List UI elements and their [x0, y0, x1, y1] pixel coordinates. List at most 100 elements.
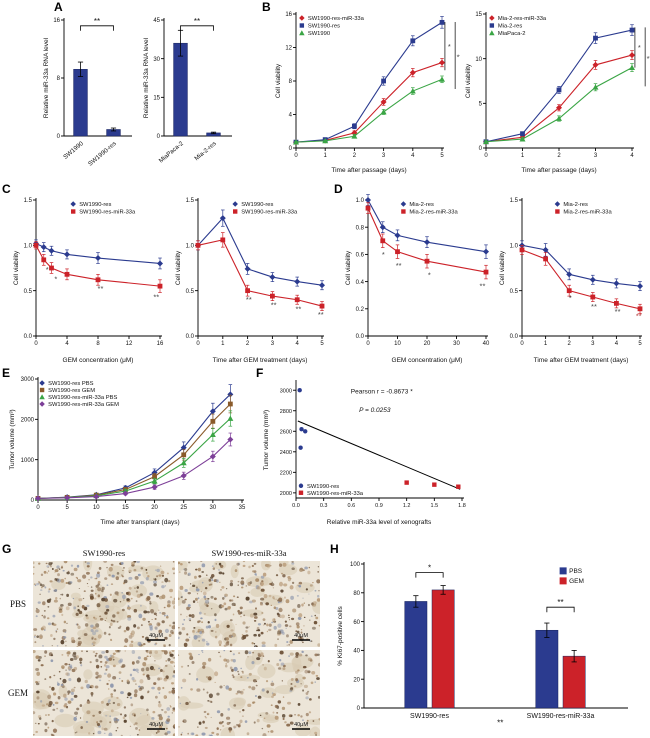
- svg-text:SW1990-res: SW1990-res: [410, 713, 449, 720]
- ihc-image-pbs-sw1990res: 40μM: [33, 561, 175, 647]
- chart-h-ki67-bars: 0 20 40 60 80 100 % Ki67-positive cells SW1990-…: [334, 550, 634, 737]
- svg-text:**: **: [396, 261, 402, 270]
- svg-text:1.5: 1.5: [431, 503, 439, 509]
- svg-text:0: 0: [484, 153, 488, 159]
- svg-text:8: 8: [289, 79, 293, 85]
- svg-text:5: 5: [638, 341, 642, 347]
- svg-text:0.9: 0.9: [375, 503, 383, 509]
- svg-text:SW1990-res: SW1990-res: [79, 202, 111, 208]
- svg-text:12: 12: [285, 46, 292, 52]
- svg-text:5: 5: [320, 341, 324, 347]
- chart-d-right-line: 0.0 0.5 1.0 1.5 Cell viability Time after GEM…: [496, 194, 648, 369]
- svg-text:4: 4: [65, 341, 69, 347]
- panel-label-g: G: [2, 542, 12, 556]
- svg-text:2600: 2600: [280, 429, 292, 435]
- svg-text:**: **: [615, 307, 621, 316]
- svg-text:**: **: [94, 17, 100, 26]
- svg-text:**: **: [591, 302, 597, 311]
- svg-text:3: 3: [594, 153, 598, 159]
- svg-text:GEM concentration (μM): GEM concentration (μM): [392, 357, 463, 364]
- svg-text:0.5: 0.5: [186, 289, 195, 295]
- svg-text:P = 0.0253: P = 0.0253: [359, 407, 391, 414]
- svg-text:2: 2: [353, 153, 357, 159]
- svg-text:PBS: PBS: [569, 568, 583, 575]
- svg-text:GEM concentration (μM): GEM concentration (μM): [63, 357, 134, 364]
- svg-text:0.6: 0.6: [348, 503, 356, 509]
- svg-text:16: 16: [53, 18, 60, 24]
- svg-text:1.5: 1.5: [510, 198, 519, 204]
- svg-text:4: 4: [289, 113, 293, 119]
- svg-text:0: 0: [36, 505, 40, 511]
- svg-text:SW1990-res: SW1990-res: [241, 202, 273, 208]
- svg-text:35: 35: [239, 505, 246, 511]
- svg-text:Cell viability: Cell viability: [345, 250, 352, 285]
- svg-text:0.3: 0.3: [320, 503, 328, 509]
- svg-text:1: 1: [221, 341, 225, 347]
- svg-text:0.0: 0.0: [356, 334, 365, 340]
- svg-text:1000: 1000: [21, 458, 35, 464]
- g-row-label-pbs: PBS: [9, 599, 26, 609]
- svg-text:**: **: [246, 295, 252, 304]
- svg-text:*: *: [638, 43, 641, 52]
- svg-text:Mia-2-res-miR-33a: Mia-2-res-miR-33a: [563, 210, 612, 216]
- svg-text:20: 20: [353, 677, 360, 683]
- svg-text:Mia-2-res-miR-33a: Mia-2-res-miR-33a: [498, 16, 547, 22]
- svg-text:1.0: 1.0: [510, 244, 519, 250]
- svg-text:30: 30: [210, 505, 217, 511]
- svg-text:12: 12: [126, 341, 133, 347]
- svg-text:0.8: 0.8: [356, 225, 365, 231]
- svg-text:**: **: [497, 718, 503, 727]
- chart-c-left-line: 0.0 0.5 1.0 1.5 Cell viability GEM concentrat…: [10, 194, 168, 369]
- chart-b-left-line: 0 4 8 12 16 Cell viability Time after passage …: [272, 8, 463, 179]
- svg-text:2: 2: [568, 341, 572, 347]
- svg-text:Time after transplant (days): Time after transplant (days): [100, 519, 179, 526]
- svg-text:3: 3: [591, 341, 595, 347]
- svg-text:100: 100: [350, 562, 361, 568]
- svg-text:2: 2: [246, 341, 250, 347]
- svg-text:2000: 2000: [280, 491, 292, 497]
- svg-text:15: 15: [122, 505, 129, 511]
- svg-text:Mia-2-res: Mia-2-res: [563, 202, 588, 208]
- svg-text:Mia-2-res: Mia-2-res: [498, 24, 523, 30]
- svg-text:SW1990-res: SW1990-res: [308, 24, 340, 30]
- svg-text:0: 0: [289, 146, 293, 152]
- panel-label-h: H: [330, 542, 339, 556]
- svg-text:**: **: [557, 598, 563, 607]
- svg-text:0.4: 0.4: [356, 280, 365, 286]
- svg-text:**: **: [636, 311, 642, 320]
- svg-text:20: 20: [151, 505, 158, 511]
- svg-text:Mia-2-res: Mia-2-res: [193, 140, 218, 162]
- svg-text:SW1990-res-miR-33a PBS: SW1990-res-miR-33a PBS: [48, 395, 117, 401]
- svg-text:0: 0: [294, 153, 298, 159]
- panel-label-f: F: [256, 366, 264, 380]
- svg-text:5: 5: [65, 505, 69, 511]
- svg-text:0.0: 0.0: [292, 503, 300, 509]
- svg-text:MiaPaca-2: MiaPaca-2: [498, 31, 526, 37]
- svg-text:20: 20: [424, 341, 431, 347]
- svg-text:8: 8: [57, 76, 61, 82]
- svg-text:40μM: 40μM: [149, 722, 163, 728]
- svg-text:Mia-2-res: Mia-2-res: [409, 202, 434, 208]
- ihc-image-gem-mir33a: 40μM: [178, 650, 320, 736]
- svg-text:SW1990: SW1990: [308, 31, 330, 37]
- svg-text:1.2: 1.2: [403, 503, 411, 509]
- svg-text:GEM: GEM: [569, 578, 584, 585]
- svg-text:80: 80: [353, 591, 360, 597]
- svg-text:30: 30: [453, 341, 460, 347]
- ihc-image-pbs-mir33a: 40μM: [178, 561, 320, 647]
- svg-text:Relative miR-33a RNA level: Relative miR-33a RNA level: [43, 37, 50, 118]
- svg-text:**: **: [318, 310, 324, 319]
- svg-text:40μM: 40μM: [294, 722, 308, 728]
- svg-text:SW1990-res-miR-33a: SW1990-res-miR-33a: [527, 713, 595, 720]
- svg-text:0.5: 0.5: [24, 289, 33, 295]
- svg-text:2400: 2400: [280, 450, 292, 456]
- svg-text:Time after GEM treatment (days: Time after GEM treatment (days): [534, 357, 629, 364]
- svg-text:10: 10: [394, 341, 401, 347]
- svg-text:15: 15: [475, 12, 482, 18]
- panel-label-c: C: [2, 182, 11, 196]
- svg-text:*: *: [46, 265, 49, 274]
- svg-text:SW1990-res: SW1990-res: [307, 484, 339, 490]
- svg-text:40: 40: [483, 341, 490, 347]
- panel-label-d: D: [334, 182, 343, 196]
- panel-g-ihc-grid: SW1990-res SW1990-res-miR-33a PBS 40μM 4…: [6, 548, 320, 736]
